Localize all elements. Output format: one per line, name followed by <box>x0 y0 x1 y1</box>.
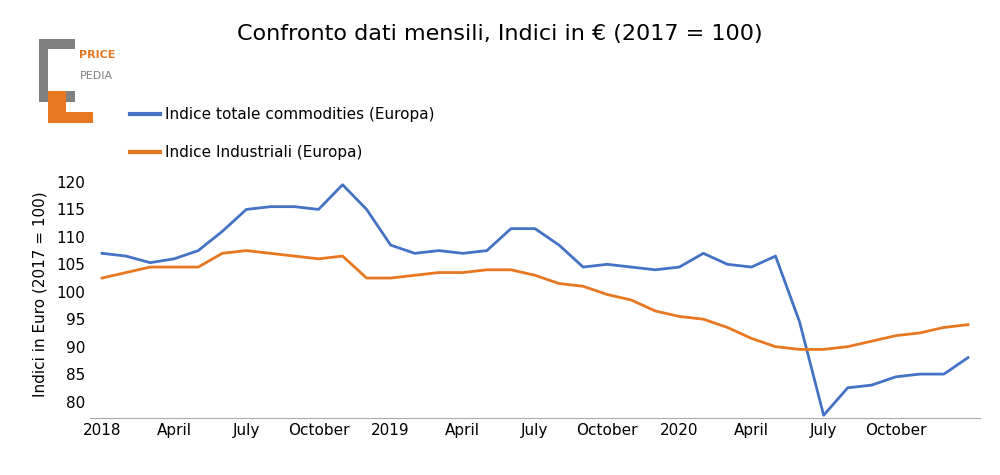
Text: Confronto dati mensili, Indici in € (2017 = 100): Confronto dati mensili, Indici in € (201… <box>237 24 763 44</box>
Text: PRICE: PRICE <box>80 49 116 60</box>
Text: Indice totale commodities (Europa): Indice totale commodities (Europa) <box>165 106 434 122</box>
Y-axis label: Indici in Euro (2017 = 100): Indici in Euro (2017 = 100) <box>33 192 48 397</box>
Polygon shape <box>48 91 93 123</box>
Text: Indice Industriali (Europa): Indice Industriali (Europa) <box>165 144 362 160</box>
Polygon shape <box>39 39 75 102</box>
Text: PEDIA: PEDIA <box>80 70 113 81</box>
